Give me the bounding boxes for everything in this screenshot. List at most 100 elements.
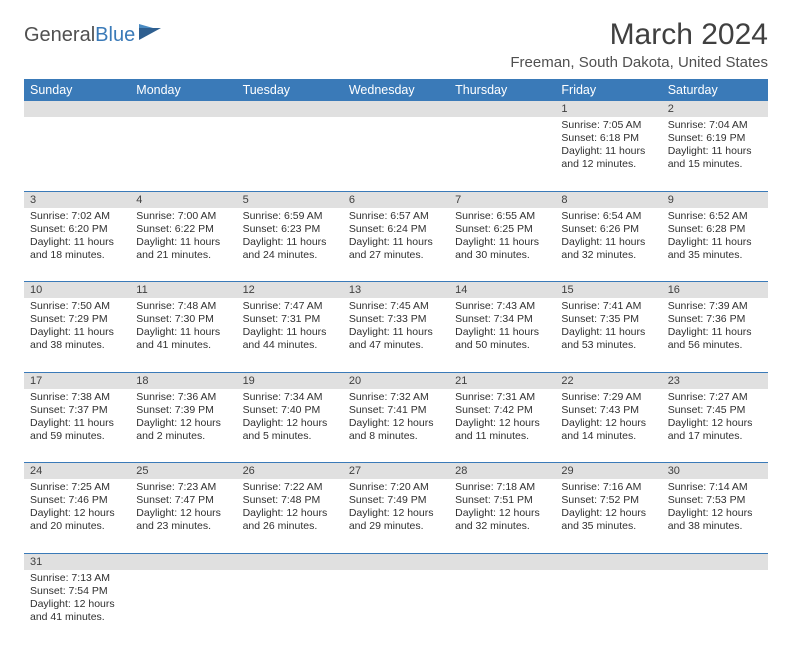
sunset-text: Sunset: 7:48 PM	[243, 494, 337, 507]
day-cell: Sunrise: 7:43 AMSunset: 7:34 PMDaylight:…	[449, 298, 555, 372]
day-details: Sunrise: 7:25 AMSunset: 7:46 PMDaylight:…	[24, 479, 130, 538]
sunset-text: Sunset: 7:53 PM	[668, 494, 762, 507]
day-details: Sunrise: 6:59 AMSunset: 6:23 PMDaylight:…	[237, 208, 343, 267]
day-cell: Sunrise: 7:48 AMSunset: 7:30 PMDaylight:…	[130, 298, 236, 372]
week-row: Sunrise: 7:25 AMSunset: 7:46 PMDaylight:…	[24, 479, 768, 553]
day-details: Sunrise: 7:41 AMSunset: 7:35 PMDaylight:…	[555, 298, 661, 357]
day-details: Sunrise: 7:05 AMSunset: 6:18 PMDaylight:…	[555, 117, 661, 176]
sunrise-text: Sunrise: 7:20 AM	[349, 481, 443, 494]
daylight-text: Daylight: 11 hours and 50 minutes.	[455, 326, 549, 352]
day-number: 31	[24, 553, 130, 570]
sunset-text: Sunset: 6:26 PM	[561, 223, 655, 236]
day-details: Sunrise: 7:31 AMSunset: 7:42 PMDaylight:…	[449, 389, 555, 448]
day-number: 19	[237, 372, 343, 389]
day-details: Sunrise: 7:14 AMSunset: 7:53 PMDaylight:…	[662, 479, 768, 538]
daylight-text: Daylight: 11 hours and 12 minutes.	[561, 145, 655, 171]
daylight-text: Daylight: 11 hours and 15 minutes.	[668, 145, 762, 171]
day-number	[343, 101, 449, 117]
location: Freeman, South Dakota, United States	[510, 54, 768, 71]
header: GeneralBlue March 2024 Freeman, South Da…	[24, 18, 768, 71]
day-number: 12	[237, 282, 343, 299]
day-details: Sunrise: 7:50 AMSunset: 7:29 PMDaylight:…	[24, 298, 130, 357]
sunset-text: Sunset: 7:43 PM	[561, 404, 655, 417]
day-number: 11	[130, 282, 236, 299]
day-number: 30	[662, 463, 768, 480]
sunset-text: Sunset: 6:28 PM	[668, 223, 762, 236]
day-number: 29	[555, 463, 661, 480]
sunrise-text: Sunrise: 7:23 AM	[136, 481, 230, 494]
day-cell: Sunrise: 7:04 AMSunset: 6:19 PMDaylight:…	[662, 117, 768, 191]
day-details: Sunrise: 6:54 AMSunset: 6:26 PMDaylight:…	[555, 208, 661, 267]
day-details: Sunrise: 7:27 AMSunset: 7:45 PMDaylight:…	[662, 389, 768, 448]
day-number: 15	[555, 282, 661, 299]
day-cell: Sunrise: 6:57 AMSunset: 6:24 PMDaylight:…	[343, 208, 449, 282]
daylight-text: Daylight: 11 hours and 18 minutes.	[30, 236, 124, 262]
sunrise-text: Sunrise: 7:47 AM	[243, 300, 337, 313]
daylight-text: Daylight: 12 hours and 8 minutes.	[349, 417, 443, 443]
week-row: Sunrise: 7:13 AMSunset: 7:54 PMDaylight:…	[24, 570, 768, 644]
day-cell: Sunrise: 7:02 AMSunset: 6:20 PMDaylight:…	[24, 208, 130, 282]
sunrise-text: Sunrise: 7:36 AM	[136, 391, 230, 404]
day-number: 4	[130, 191, 236, 208]
day-cell: Sunrise: 7:23 AMSunset: 7:47 PMDaylight:…	[130, 479, 236, 553]
day-number: 18	[130, 372, 236, 389]
sunrise-text: Sunrise: 6:59 AM	[243, 210, 337, 223]
day-cell: Sunrise: 7:34 AMSunset: 7:40 PMDaylight:…	[237, 389, 343, 463]
sunrise-text: Sunrise: 7:48 AM	[136, 300, 230, 313]
day-details: Sunrise: 7:18 AMSunset: 7:51 PMDaylight:…	[449, 479, 555, 538]
sunset-text: Sunset: 7:49 PM	[349, 494, 443, 507]
day-cell: Sunrise: 7:39 AMSunset: 7:36 PMDaylight:…	[662, 298, 768, 372]
week-row: Sunrise: 7:50 AMSunset: 7:29 PMDaylight:…	[24, 298, 768, 372]
day-cell: Sunrise: 7:45 AMSunset: 7:33 PMDaylight:…	[343, 298, 449, 372]
sunset-text: Sunset: 7:34 PM	[455, 313, 549, 326]
day-number: 9	[662, 191, 768, 208]
sunset-text: Sunset: 7:52 PM	[561, 494, 655, 507]
day-cell: Sunrise: 7:20 AMSunset: 7:49 PMDaylight:…	[343, 479, 449, 553]
sunset-text: Sunset: 7:40 PM	[243, 404, 337, 417]
day-details: Sunrise: 7:38 AMSunset: 7:37 PMDaylight:…	[24, 389, 130, 448]
sunset-text: Sunset: 7:41 PM	[349, 404, 443, 417]
day-number: 8	[555, 191, 661, 208]
sunrise-text: Sunrise: 7:14 AM	[668, 481, 762, 494]
weekday-header: Wednesday	[343, 79, 449, 101]
day-cell	[662, 570, 768, 644]
day-details: Sunrise: 7:23 AMSunset: 7:47 PMDaylight:…	[130, 479, 236, 538]
day-details: Sunrise: 6:55 AMSunset: 6:25 PMDaylight:…	[449, 208, 555, 267]
day-number: 26	[237, 463, 343, 480]
day-cell: Sunrise: 6:54 AMSunset: 6:26 PMDaylight:…	[555, 208, 661, 282]
day-details: Sunrise: 7:43 AMSunset: 7:34 PMDaylight:…	[449, 298, 555, 357]
day-cell: Sunrise: 7:13 AMSunset: 7:54 PMDaylight:…	[24, 570, 130, 644]
flag-icon	[139, 24, 163, 45]
sunrise-text: Sunrise: 7:29 AM	[561, 391, 655, 404]
day-cell: Sunrise: 7:18 AMSunset: 7:51 PMDaylight:…	[449, 479, 555, 553]
day-details: Sunrise: 7:32 AMSunset: 7:41 PMDaylight:…	[343, 389, 449, 448]
sunset-text: Sunset: 6:20 PM	[30, 223, 124, 236]
title-block: March 2024 Freeman, South Dakota, United…	[510, 18, 768, 71]
sunrise-text: Sunrise: 7:18 AM	[455, 481, 549, 494]
sunrise-text: Sunrise: 7:22 AM	[243, 481, 337, 494]
day-number: 20	[343, 372, 449, 389]
sunrise-text: Sunrise: 7:02 AM	[30, 210, 124, 223]
logo-text: GeneralBlue	[24, 24, 135, 47]
day-details: Sunrise: 7:34 AMSunset: 7:40 PMDaylight:…	[237, 389, 343, 448]
day-details: Sunrise: 7:00 AMSunset: 6:22 PMDaylight:…	[130, 208, 236, 267]
day-details: Sunrise: 7:47 AMSunset: 7:31 PMDaylight:…	[237, 298, 343, 357]
sunrise-text: Sunrise: 7:34 AM	[243, 391, 337, 404]
daylight-text: Daylight: 12 hours and 11 minutes.	[455, 417, 549, 443]
day-details: Sunrise: 7:48 AMSunset: 7:30 PMDaylight:…	[130, 298, 236, 357]
day-number	[555, 553, 661, 570]
daylight-text: Daylight: 12 hours and 41 minutes.	[30, 598, 124, 624]
daylight-text: Daylight: 11 hours and 35 minutes.	[668, 236, 762, 262]
sunrise-text: Sunrise: 6:54 AM	[561, 210, 655, 223]
daylight-text: Daylight: 11 hours and 44 minutes.	[243, 326, 337, 352]
day-number: 2	[662, 101, 768, 117]
sunrise-text: Sunrise: 7:43 AM	[455, 300, 549, 313]
daylight-text: Daylight: 11 hours and 56 minutes.	[668, 326, 762, 352]
day-cell	[237, 570, 343, 644]
day-cell: Sunrise: 7:47 AMSunset: 7:31 PMDaylight:…	[237, 298, 343, 372]
sunrise-text: Sunrise: 6:55 AM	[455, 210, 549, 223]
sunset-text: Sunset: 7:33 PM	[349, 313, 443, 326]
weekday-header-row: Sunday Monday Tuesday Wednesday Thursday…	[24, 79, 768, 101]
daylight-text: Daylight: 12 hours and 23 minutes.	[136, 507, 230, 533]
day-number: 3	[24, 191, 130, 208]
